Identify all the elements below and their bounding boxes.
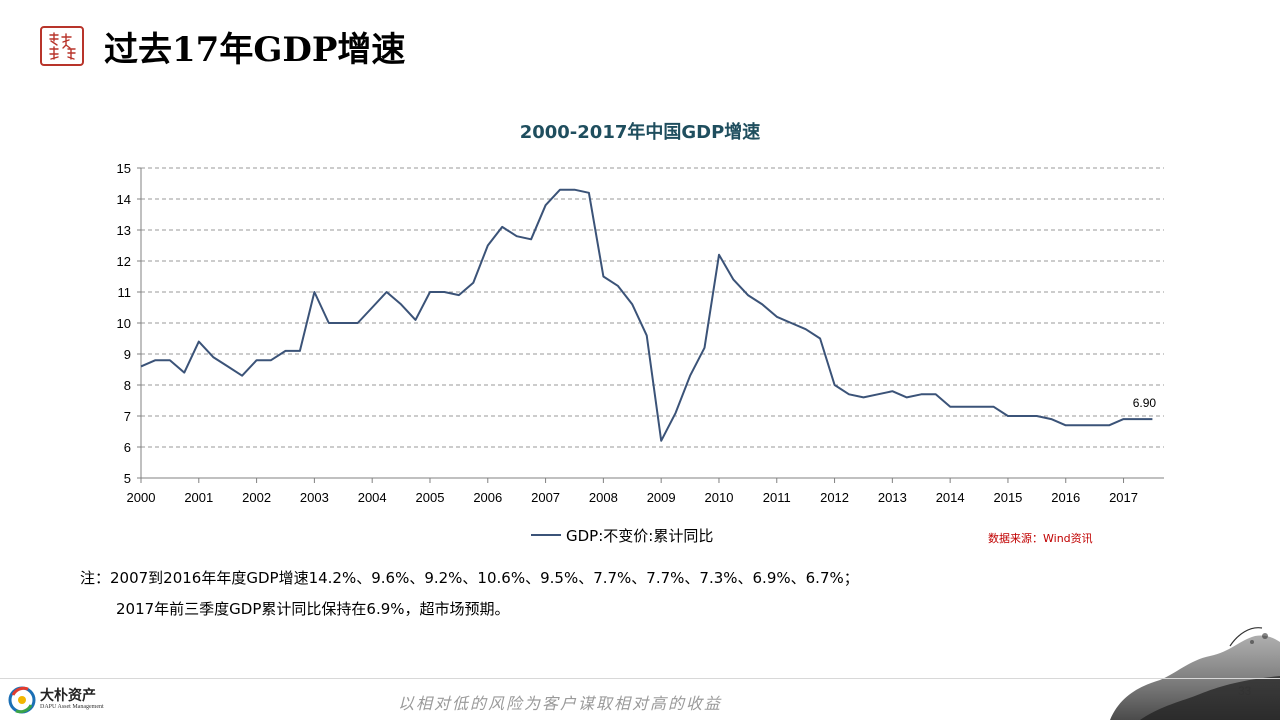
x-tick-label: 2008 <box>589 490 618 505</box>
x-tick-label: 2010 <box>705 490 734 505</box>
gdp-line-chart: 2000-2017年中国GDP增速 5 6 7 8 9 10 11 12 13 14 15 2000… <box>117 121 1164 545</box>
footer-divider <box>0 678 1280 679</box>
chart-title: 2000-2017年中国GDP增速 <box>520 121 761 143</box>
note-line-1: 注：2007到2016年年度GDP增速14.2%、9.6%、9.2%、10.6%… <box>80 569 859 587</box>
page-title: 过去17年GDP增速 <box>104 30 406 70</box>
y-tick-label: 6 <box>124 440 131 455</box>
y-tick-label: 5 <box>124 471 131 486</box>
chart-legend: GDP:不变价:累计同比 <box>531 527 713 545</box>
y-tick-label: 11 <box>118 285 132 300</box>
y-tick-label: 10 <box>117 316 131 331</box>
y-tick-label: 12 <box>117 254 131 269</box>
data-source: 数据来源：Wind资讯 <box>988 532 1093 545</box>
page-number: 33 <box>1238 684 1252 698</box>
data-label: 6.90 <box>1133 396 1157 410</box>
x-tick-label: 2015 <box>993 490 1022 505</box>
brand-name: 大朴资产 <box>40 688 96 704</box>
y-tick-label: 7 <box>124 409 131 424</box>
x-tick-label: 2004 <box>358 490 387 505</box>
x-tick-label: 2014 <box>936 490 965 505</box>
footer-slogan: 以相对低的风险为客户谋取相对高的收益 <box>398 694 723 713</box>
x-tick-label: 2013 <box>878 490 907 505</box>
y-tick-label: 13 <box>117 223 131 238</box>
seal-logo <box>40 26 84 66</box>
x-tick-label: 2006 <box>473 490 502 505</box>
x-tick-label: 2007 <box>531 490 560 505</box>
x-tick-label: 2009 <box>647 490 676 505</box>
legend-label: GDP:不变价:累计同比 <box>566 527 713 545</box>
x-tick-label: 2017 <box>1109 490 1138 505</box>
x-tick-label: 2012 <box>820 490 849 505</box>
y-tick-label: 14 <box>117 192 131 207</box>
note-line-2: 2017年前三季度GDP累计同比保持在6.9%，超市场预期。 <box>116 600 510 618</box>
x-tick-label: 2003 <box>300 490 329 505</box>
y-tick-label: 15 <box>117 161 131 176</box>
dapu-logo-icon <box>8 686 36 714</box>
x-tick-label: 2000 <box>127 490 156 505</box>
y-tick-label: 9 <box>124 347 131 362</box>
x-tick-label: 2011 <box>763 490 791 505</box>
brand-subtitle: DAPU Asset Management <box>40 704 104 710</box>
series-line <box>140 188 1153 442</box>
x-tick-label: 2016 <box>1051 490 1080 505</box>
x-tick-label: 2005 <box>416 490 445 505</box>
x-tick-label: 2002 <box>242 490 271 505</box>
x-tick-label: 2001 <box>184 490 213 505</box>
y-tick-label: 8 <box>124 378 131 393</box>
company-logo: 大朴资产 DAPU Asset Management <box>8 684 138 716</box>
ink-landscape-decoration <box>1110 627 1280 720</box>
